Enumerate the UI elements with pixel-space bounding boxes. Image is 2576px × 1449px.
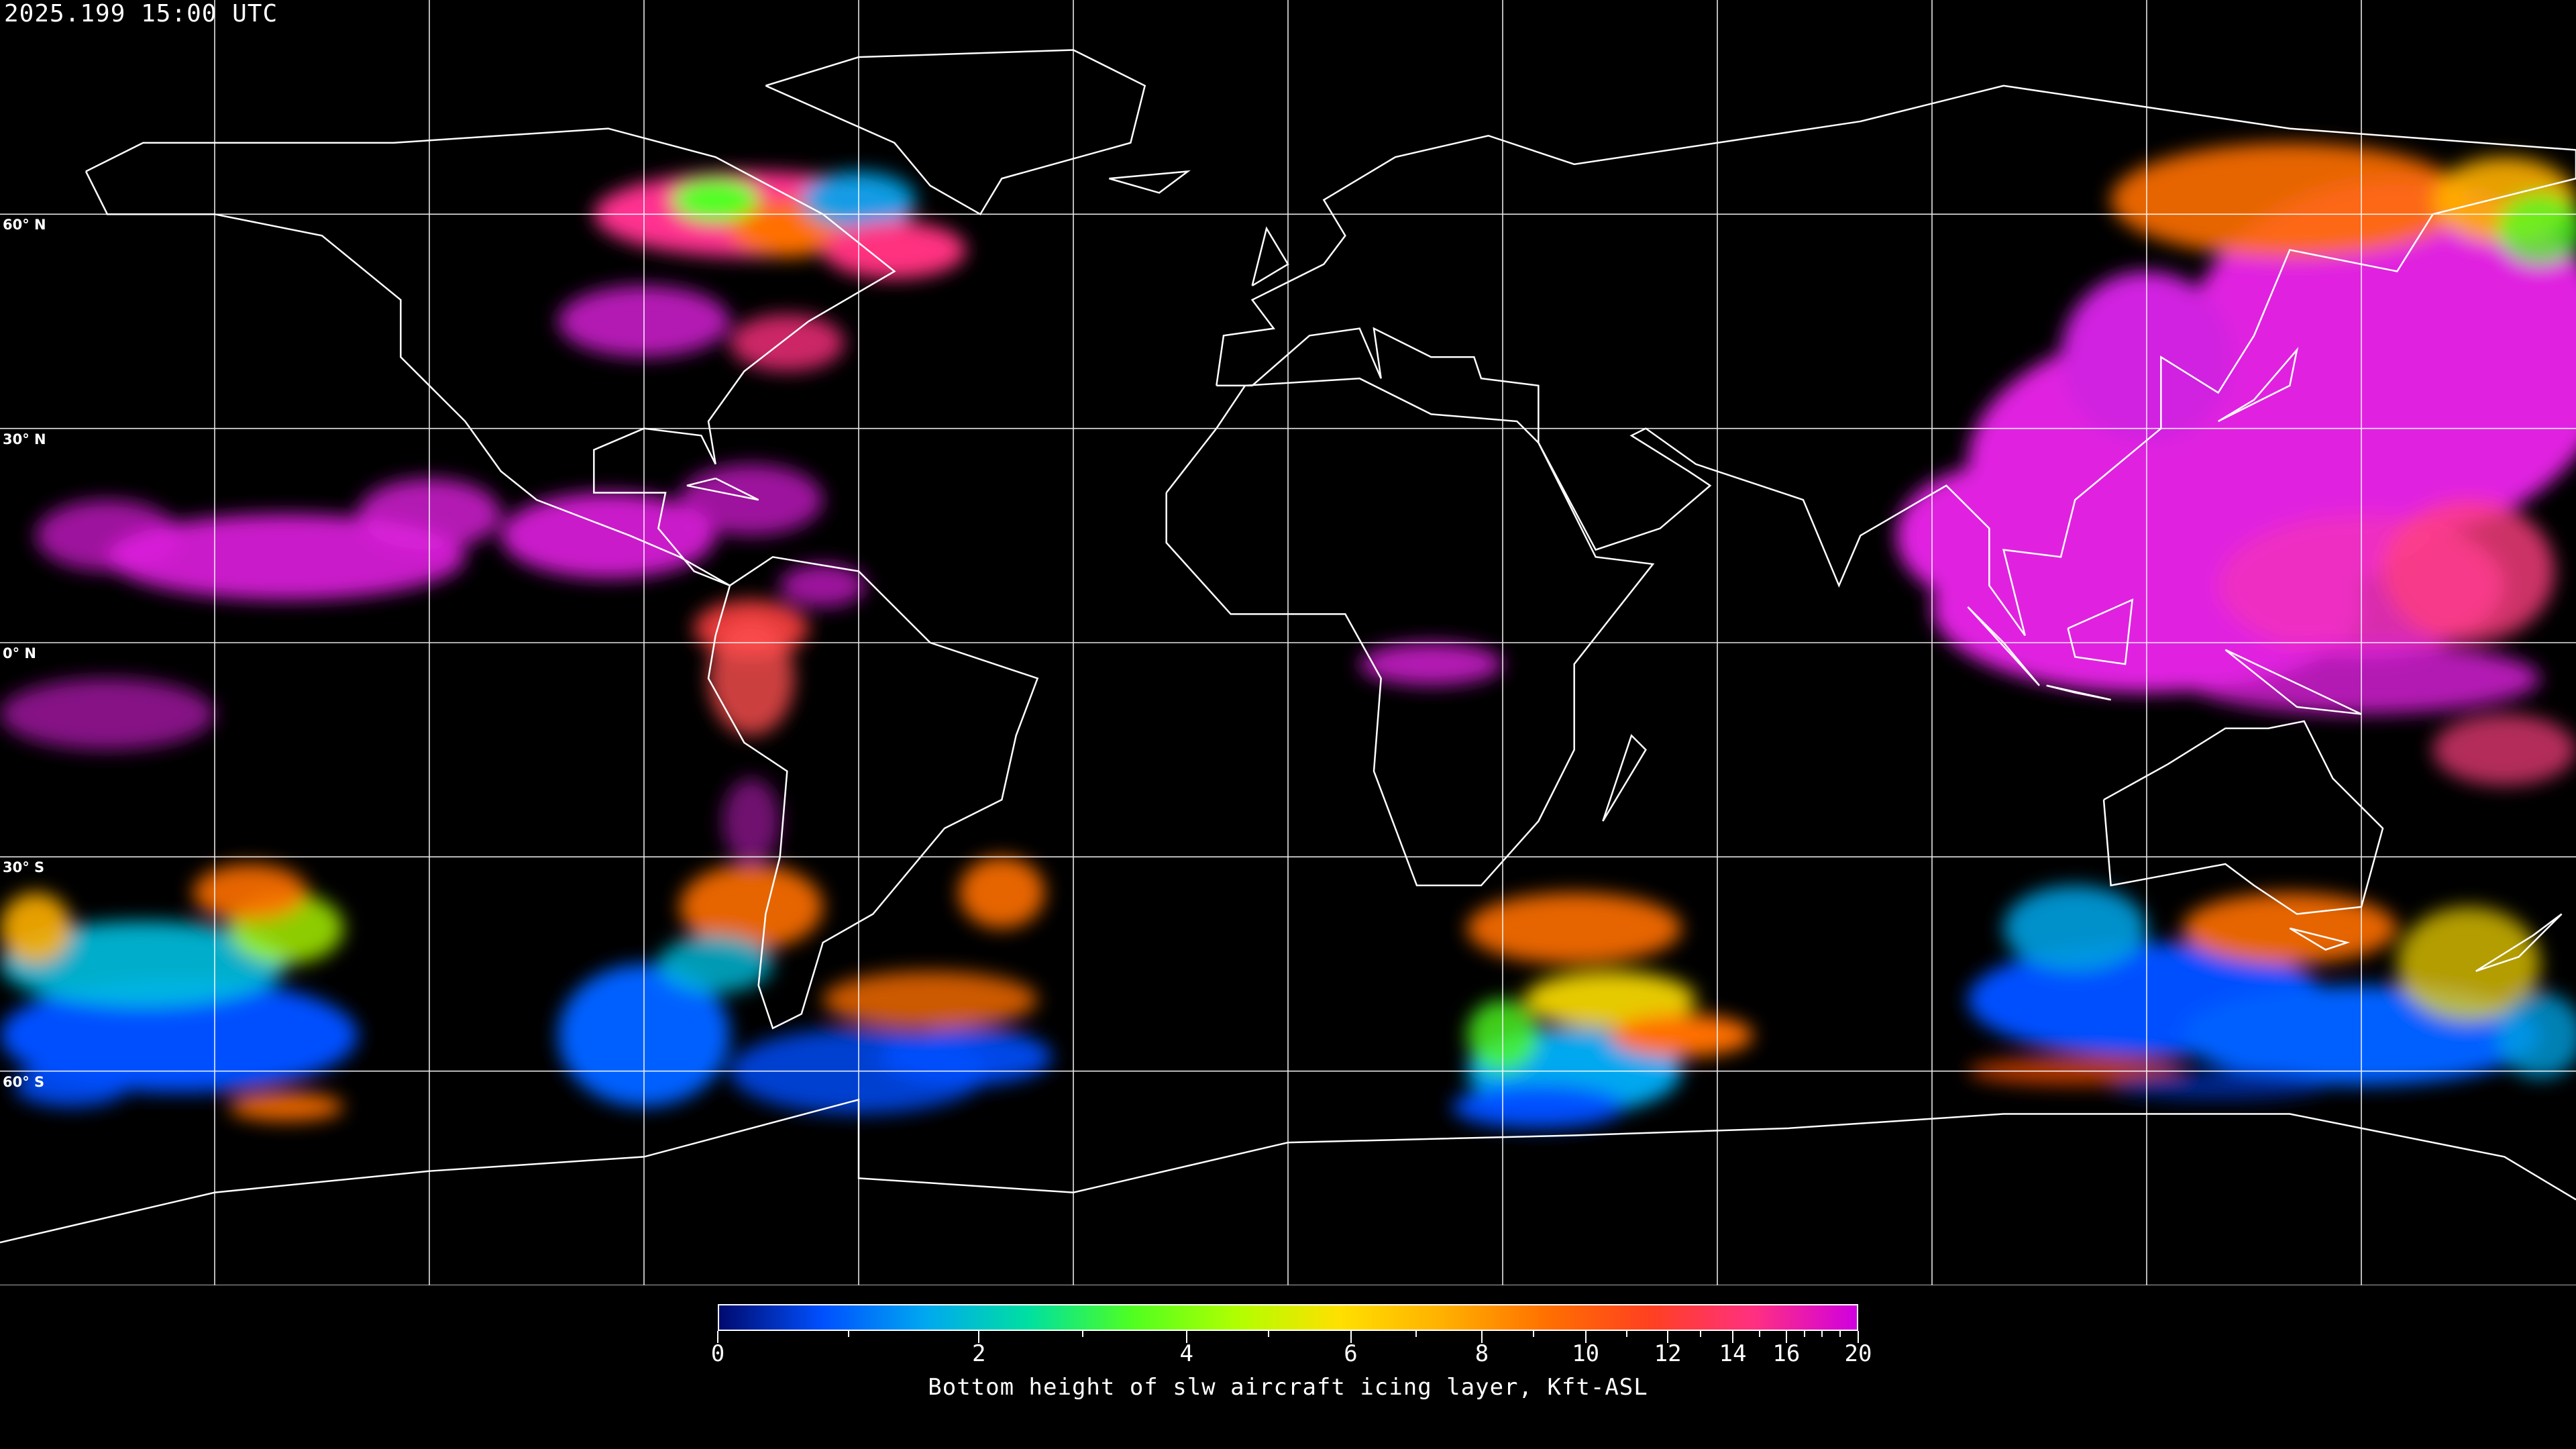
colorbar-major-tick [1785,1331,1787,1343]
icing-region [2383,500,2555,643]
icing-region [2397,906,2540,1022]
icing-region [658,935,773,993]
icing-region [1896,464,2111,607]
colorbar-tick-label: 14 [1719,1340,1747,1367]
colorbar-major-tick [1667,1331,1669,1343]
icing-region [822,971,1038,1028]
coastline [1602,734,1647,822]
icing-region [680,863,823,950]
icing-region [2432,714,2576,786]
colorbar-minor-tick [1839,1331,1841,1337]
icing-region [0,978,358,1093]
icing-region [959,857,1045,928]
colorbar-major-tick [1185,1331,1187,1343]
coastline [0,1098,2576,1244]
colorbar-major-tick [1732,1331,1733,1343]
icing-region [708,621,794,736]
icing-region [1452,1085,1625,1128]
icing-region [1524,971,1696,1028]
colorbar-minor-tick [1821,1331,1823,1337]
icing-region [14,1064,129,1107]
coastline [1251,226,1289,286]
colorbar-minor-tick [1803,1331,1805,1337]
lat-label: 0° N [3,645,36,661]
colorbar-minor-tick [1533,1331,1535,1337]
colorbar-major-tick [1350,1331,1352,1343]
coastline [707,555,1039,1030]
icing-region [2110,1071,2326,1100]
icing-map [0,0,2576,1285]
coastline [686,477,759,501]
colorbar-tick-label: 2 [972,1340,986,1367]
lat-label: 30° S [3,859,45,876]
colorbar-title: Bottom height of slw aircraft icing laye… [928,1374,1648,1401]
icing-region [1610,1014,1754,1057]
coastline [2046,684,2111,701]
colorbar-tick-label: 6 [1344,1340,1358,1367]
coastline [1216,85,2576,637]
icing-region [2003,885,2147,971]
coastline [1108,170,1191,194]
coastline [1165,377,1655,887]
colorbar-minor-tick [1415,1331,1417,1337]
icing-region [36,500,179,572]
colorbar [718,1304,1858,1331]
icing-region [822,221,967,279]
icing-region [2497,992,2576,1079]
colorbar-minor-tick [847,1331,849,1337]
colorbar-major-tick [717,1331,718,1343]
icing-region [780,564,866,607]
coastline [2289,927,2351,951]
icing-region [722,778,780,864]
coastline [2475,913,2563,972]
colorbar-minor-tick [1699,1331,1701,1337]
colorbar-tick-label: 16 [1772,1340,1801,1367]
icing-region [229,1092,343,1122]
coastlines [0,49,2576,1244]
coastline [765,49,1146,216]
colorbar-major-tick [978,1331,980,1343]
icing-region [0,892,72,965]
lat-label: 30° N [3,431,46,447]
colorbar-tick-label: 4 [1179,1340,1193,1367]
icing-region [672,178,759,221]
coastline [2218,347,2299,423]
graticule [0,0,2576,1285]
colorbar-tick-label: 12 [1654,1340,1682,1367]
colorbar-minor-tick [1082,1331,1083,1337]
colorbar-major-tick [1585,1331,1587,1343]
colorbar-major-tick [1481,1331,1483,1343]
colorbar-minor-tick [1758,1331,1760,1337]
icing-region [1359,643,1503,686]
icing-region [2110,142,2469,258]
icing-region [730,314,845,372]
lat-label: 60° S [3,1073,45,1090]
icing-region [193,863,308,922]
coastline [1967,606,2040,686]
icing-region [0,678,215,750]
colorbar-tick-label: 8 [1474,1340,1489,1367]
icing-region [680,464,823,536]
coastline [85,127,896,587]
icing-region [880,1028,1052,1085]
icing-region [2497,193,2576,264]
coastline [2224,649,2362,715]
colorbar-tick-label: 0 [710,1340,725,1367]
coastline [2067,598,2134,665]
colorbar-minor-tick [1625,1331,1627,1337]
colorbar-major-tick [1858,1331,1859,1343]
colorbar-tick-label: 20 [1844,1340,1872,1367]
coastline [2102,720,2384,915]
colorbar-tick-label: 10 [1572,1340,1600,1367]
icing-region [1466,892,1682,965]
lat-label: 60° N [3,217,46,233]
timestamp: 2025.199 15:00 UTC [4,0,278,28]
colorbar-minor-tick [1268,1331,1270,1337]
